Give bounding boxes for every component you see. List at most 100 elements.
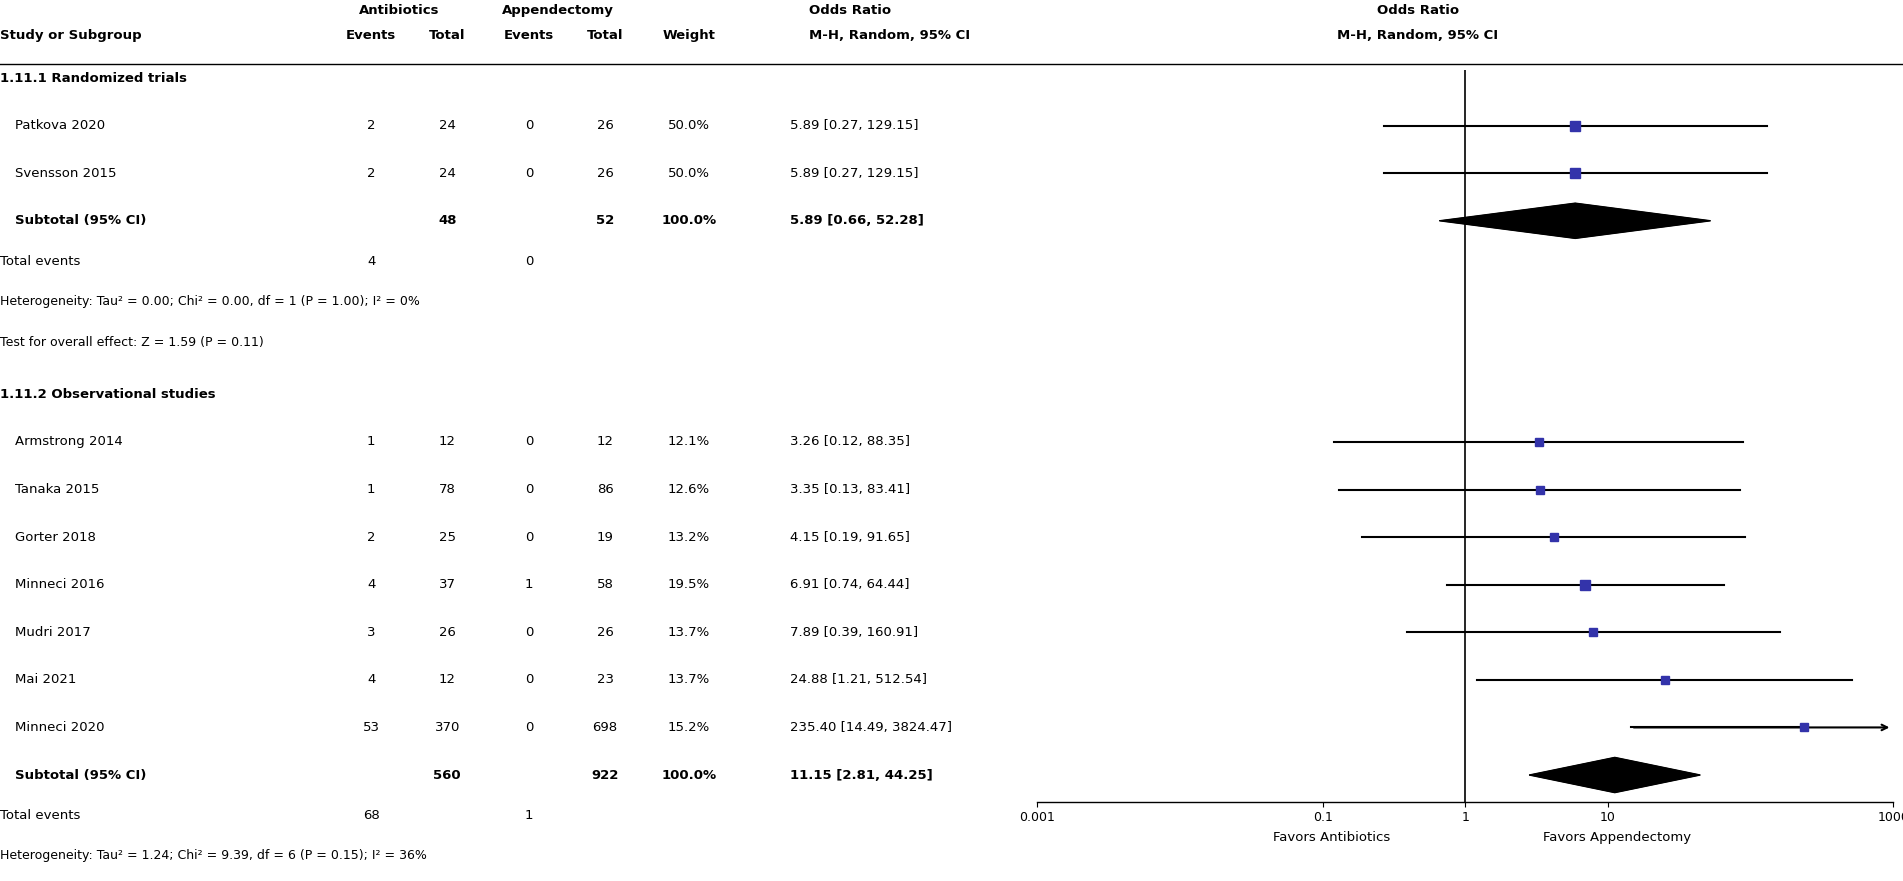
Text: 4: 4 — [367, 578, 375, 591]
Text: 0: 0 — [525, 721, 533, 734]
Text: Armstrong 2014: Armstrong 2014 — [15, 435, 124, 448]
Text: 698: 698 — [592, 721, 618, 734]
Text: Mai 2021: Mai 2021 — [15, 673, 76, 686]
Text: 0: 0 — [525, 255, 533, 268]
Text: 2: 2 — [367, 530, 375, 544]
Text: 2: 2 — [367, 167, 375, 180]
Text: 26: 26 — [440, 626, 455, 639]
Text: Subtotal (95% CI): Subtotal (95% CI) — [15, 214, 147, 227]
Text: Total: Total — [428, 29, 466, 41]
Text: Events: Events — [504, 29, 554, 41]
Polygon shape — [1530, 758, 1699, 793]
Text: M-H, Random, 95% CI: M-H, Random, 95% CI — [1338, 29, 1498, 41]
Text: 3.26 [0.12, 88.35]: 3.26 [0.12, 88.35] — [790, 435, 910, 448]
Text: 0: 0 — [525, 673, 533, 686]
Text: 4: 4 — [367, 255, 375, 268]
Text: 25: 25 — [440, 530, 455, 544]
Text: Odds Ratio: Odds Ratio — [1376, 4, 1460, 17]
Text: 68: 68 — [363, 809, 379, 822]
Text: 50.0%: 50.0% — [668, 167, 710, 180]
Text: 6.91 [0.74, 64.44]: 6.91 [0.74, 64.44] — [790, 578, 910, 591]
Text: Subtotal (95% CI): Subtotal (95% CI) — [15, 768, 147, 781]
Text: 5.89 [0.66, 52.28]: 5.89 [0.66, 52.28] — [790, 214, 923, 227]
Text: 26: 26 — [598, 167, 613, 180]
Text: Odds Ratio: Odds Ratio — [809, 4, 891, 17]
Text: Antibiotics: Antibiotics — [360, 4, 440, 17]
Text: Favors Appendectomy: Favors Appendectomy — [1543, 832, 1692, 844]
Text: 235.40 [14.49, 3824.47]: 235.40 [14.49, 3824.47] — [790, 721, 952, 734]
Text: 13.2%: 13.2% — [668, 530, 710, 544]
Text: 23: 23 — [598, 673, 613, 686]
Text: Test for overall effect: Z = 1.59 (P = 0.11): Test for overall effect: Z = 1.59 (P = 0… — [0, 336, 265, 349]
Text: M-H, Random, 95% CI: M-H, Random, 95% CI — [809, 29, 971, 41]
Text: 560: 560 — [434, 768, 461, 781]
Text: 5.89 [0.27, 129.15]: 5.89 [0.27, 129.15] — [790, 167, 919, 180]
Text: 1: 1 — [367, 435, 375, 448]
Text: 0: 0 — [525, 167, 533, 180]
Text: 1: 1 — [525, 578, 533, 591]
Text: 12: 12 — [598, 435, 613, 448]
Text: 12.1%: 12.1% — [668, 435, 710, 448]
Text: 26: 26 — [598, 626, 613, 639]
Text: 12.6%: 12.6% — [668, 483, 710, 496]
Text: 24.88 [1.21, 512.54]: 24.88 [1.21, 512.54] — [790, 673, 927, 686]
Text: 4: 4 — [367, 673, 375, 686]
Text: Weight: Weight — [662, 29, 716, 41]
Text: 26: 26 — [598, 119, 613, 132]
Text: 2: 2 — [367, 119, 375, 132]
Text: 58: 58 — [598, 578, 613, 591]
Text: 0: 0 — [525, 483, 533, 496]
Text: 1.11.1 Randomized trials: 1.11.1 Randomized trials — [0, 71, 186, 85]
Text: Favors Antibiotics: Favors Antibiotics — [1273, 832, 1391, 844]
Text: Gorter 2018: Gorter 2018 — [15, 530, 95, 544]
Text: Heterogeneity: Tau² = 0.00; Chi² = 0.00, df = 1 (P = 1.00); I² = 0%: Heterogeneity: Tau² = 0.00; Chi² = 0.00,… — [0, 295, 421, 308]
Text: 53: 53 — [363, 721, 379, 734]
Text: 0: 0 — [525, 119, 533, 132]
Text: 50.0%: 50.0% — [668, 119, 710, 132]
Text: 3: 3 — [367, 626, 375, 639]
Text: Study or Subgroup: Study or Subgroup — [0, 29, 141, 41]
Text: Appendectomy: Appendectomy — [502, 4, 613, 17]
Text: 86: 86 — [598, 483, 613, 496]
Text: 1: 1 — [367, 483, 375, 496]
Text: Total events: Total events — [0, 809, 80, 822]
Text: 15.2%: 15.2% — [668, 721, 710, 734]
Text: 5.89 [0.27, 129.15]: 5.89 [0.27, 129.15] — [790, 119, 919, 132]
Text: 19.5%: 19.5% — [668, 578, 710, 591]
Text: 12: 12 — [440, 435, 455, 448]
Text: Tanaka 2015: Tanaka 2015 — [15, 483, 99, 496]
Text: 0: 0 — [525, 530, 533, 544]
Text: 19: 19 — [598, 530, 613, 544]
Text: Total events: Total events — [0, 255, 80, 268]
Text: Heterogeneity: Tau² = 1.24; Chi² = 9.39, df = 6 (P = 0.15); I² = 36%: Heterogeneity: Tau² = 1.24; Chi² = 9.39,… — [0, 849, 426, 862]
Polygon shape — [1439, 204, 1711, 239]
Text: 48: 48 — [438, 214, 457, 227]
Text: 370: 370 — [434, 721, 461, 734]
Text: Events: Events — [346, 29, 396, 41]
Text: Mudri 2017: Mudri 2017 — [15, 626, 91, 639]
Text: Total: Total — [586, 29, 624, 41]
Text: 3.35 [0.13, 83.41]: 3.35 [0.13, 83.41] — [790, 483, 910, 496]
Text: 922: 922 — [592, 768, 618, 781]
Text: 78: 78 — [440, 483, 455, 496]
Text: 12: 12 — [440, 673, 455, 686]
Text: 1.11.2 Observational studies: 1.11.2 Observational studies — [0, 388, 215, 401]
Text: Minneci 2020: Minneci 2020 — [15, 721, 105, 734]
Text: Minneci 2016: Minneci 2016 — [15, 578, 105, 591]
Text: 37: 37 — [440, 578, 455, 591]
Text: 24: 24 — [440, 119, 455, 132]
Text: Svensson 2015: Svensson 2015 — [15, 167, 116, 180]
Text: 11.15 [2.81, 44.25]: 11.15 [2.81, 44.25] — [790, 768, 932, 781]
Text: Patkova 2020: Patkova 2020 — [15, 119, 105, 132]
Text: 24: 24 — [440, 167, 455, 180]
Text: 13.7%: 13.7% — [668, 673, 710, 686]
Text: 1: 1 — [525, 809, 533, 822]
Text: 100.0%: 100.0% — [662, 214, 716, 227]
Text: 4.15 [0.19, 91.65]: 4.15 [0.19, 91.65] — [790, 530, 910, 544]
Text: 0: 0 — [525, 435, 533, 448]
Text: 52: 52 — [596, 214, 615, 227]
Text: 7.89 [0.39, 160.91]: 7.89 [0.39, 160.91] — [790, 626, 917, 639]
Text: 13.7%: 13.7% — [668, 626, 710, 639]
Text: 0: 0 — [525, 626, 533, 639]
Text: 100.0%: 100.0% — [662, 768, 716, 781]
